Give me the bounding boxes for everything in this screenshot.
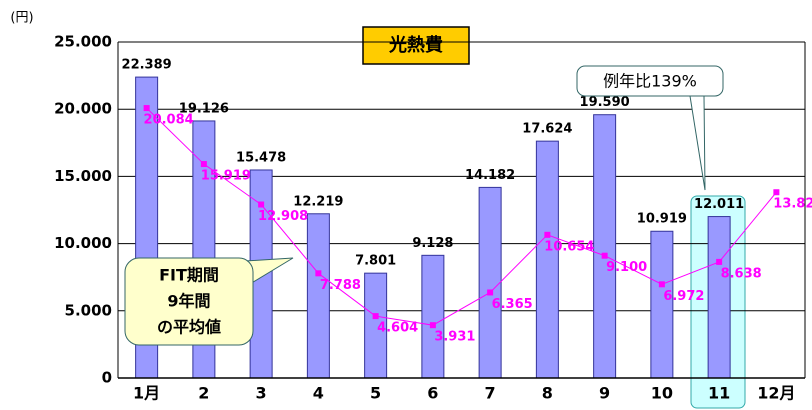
line-value-label: 8.638	[721, 266, 762, 281]
line-point	[315, 270, 322, 277]
y-tick-label: 0	[102, 369, 112, 387]
line-point	[487, 289, 494, 296]
bar-value-label: 17.624	[522, 122, 572, 137]
y-axis-label: (円)	[10, 11, 33, 26]
line-value-label: 20.084	[144, 113, 194, 128]
bar	[478, 186, 502, 379]
fit-callout	[124, 257, 254, 346]
x-tick-label: 6	[427, 384, 438, 403]
x-tick-label: 11	[708, 384, 730, 403]
line-point	[658, 281, 665, 288]
line	[146, 107, 777, 326]
line-point	[372, 313, 379, 320]
chart-title: 光熱費	[388, 34, 443, 56]
line-value-label: 12.908	[258, 209, 308, 224]
ratio-callout	[576, 65, 724, 97]
y-tick-label: 25.000	[54, 33, 112, 51]
x-tick-label: 3	[256, 384, 267, 403]
line-value-label: 3.931	[434, 330, 475, 345]
bar-value-label: 19.126	[179, 101, 229, 116]
line-point	[544, 231, 551, 238]
line-point	[258, 201, 265, 208]
line-point	[773, 189, 780, 196]
bar-value-label: 12.011	[694, 197, 744, 212]
bar-value-label: 15.478	[236, 150, 286, 165]
x-tick-label: 12月	[757, 384, 795, 403]
x-tick-label: 9	[599, 384, 610, 403]
x-tick-label: 4	[313, 384, 324, 403]
bar	[650, 230, 674, 379]
y-tick-label: 10.000	[54, 234, 112, 252]
line-point	[200, 161, 207, 168]
y-tick-label: 20.000	[54, 100, 112, 118]
ratio-callout-text: 例年比139%	[603, 72, 697, 91]
bar	[707, 216, 731, 379]
ratio-callout-pointer	[689, 95, 706, 191]
x-tick-label: 10	[651, 384, 673, 403]
bar-value-label: 9.128	[412, 236, 453, 251]
y-tick-label: 5.000	[65, 301, 112, 319]
line-value-label: 9.100	[606, 260, 647, 275]
bar-value-label: 22.389	[122, 58, 172, 73]
fit-callout-text: 9年間	[167, 292, 210, 311]
line-value-label: 7.788	[320, 278, 361, 293]
line-value-label: 6.972	[663, 289, 704, 304]
x-tick-label: 2	[198, 384, 209, 403]
line-value-label: 6.365	[492, 297, 533, 312]
bar-value-label: 14.182	[465, 168, 515, 183]
x-tick-label: 7	[485, 384, 496, 403]
line-value-label: 4.604	[377, 321, 418, 336]
x-tick-label: 5	[370, 384, 381, 403]
bar-value-label: 12.219	[293, 194, 343, 209]
bar	[593, 114, 617, 379]
line-value-label: 10.654	[544, 239, 594, 254]
fit-callout-text: の平均値	[157, 318, 221, 337]
x-tick-label: 8	[542, 384, 553, 403]
line-point	[429, 322, 436, 329]
bar-value-label: 7.801	[355, 254, 396, 269]
x-tick-label: 1月	[133, 384, 160, 403]
bar-value-label: 19.590	[580, 95, 630, 110]
y-tick-label: 15.000	[54, 167, 112, 185]
line-value-label: 13.821	[773, 197, 812, 212]
bar	[535, 140, 559, 379]
line-point	[716, 258, 723, 265]
bar	[306, 213, 330, 379]
line-point	[143, 105, 150, 112]
bar-value-label: 10.919	[637, 212, 687, 227]
line-point	[601, 252, 608, 259]
bar	[421, 254, 445, 379]
fit-callout-text: FIT期間	[159, 266, 219, 285]
line-value-label: 15.919	[201, 169, 251, 184]
title-box	[362, 26, 470, 65]
